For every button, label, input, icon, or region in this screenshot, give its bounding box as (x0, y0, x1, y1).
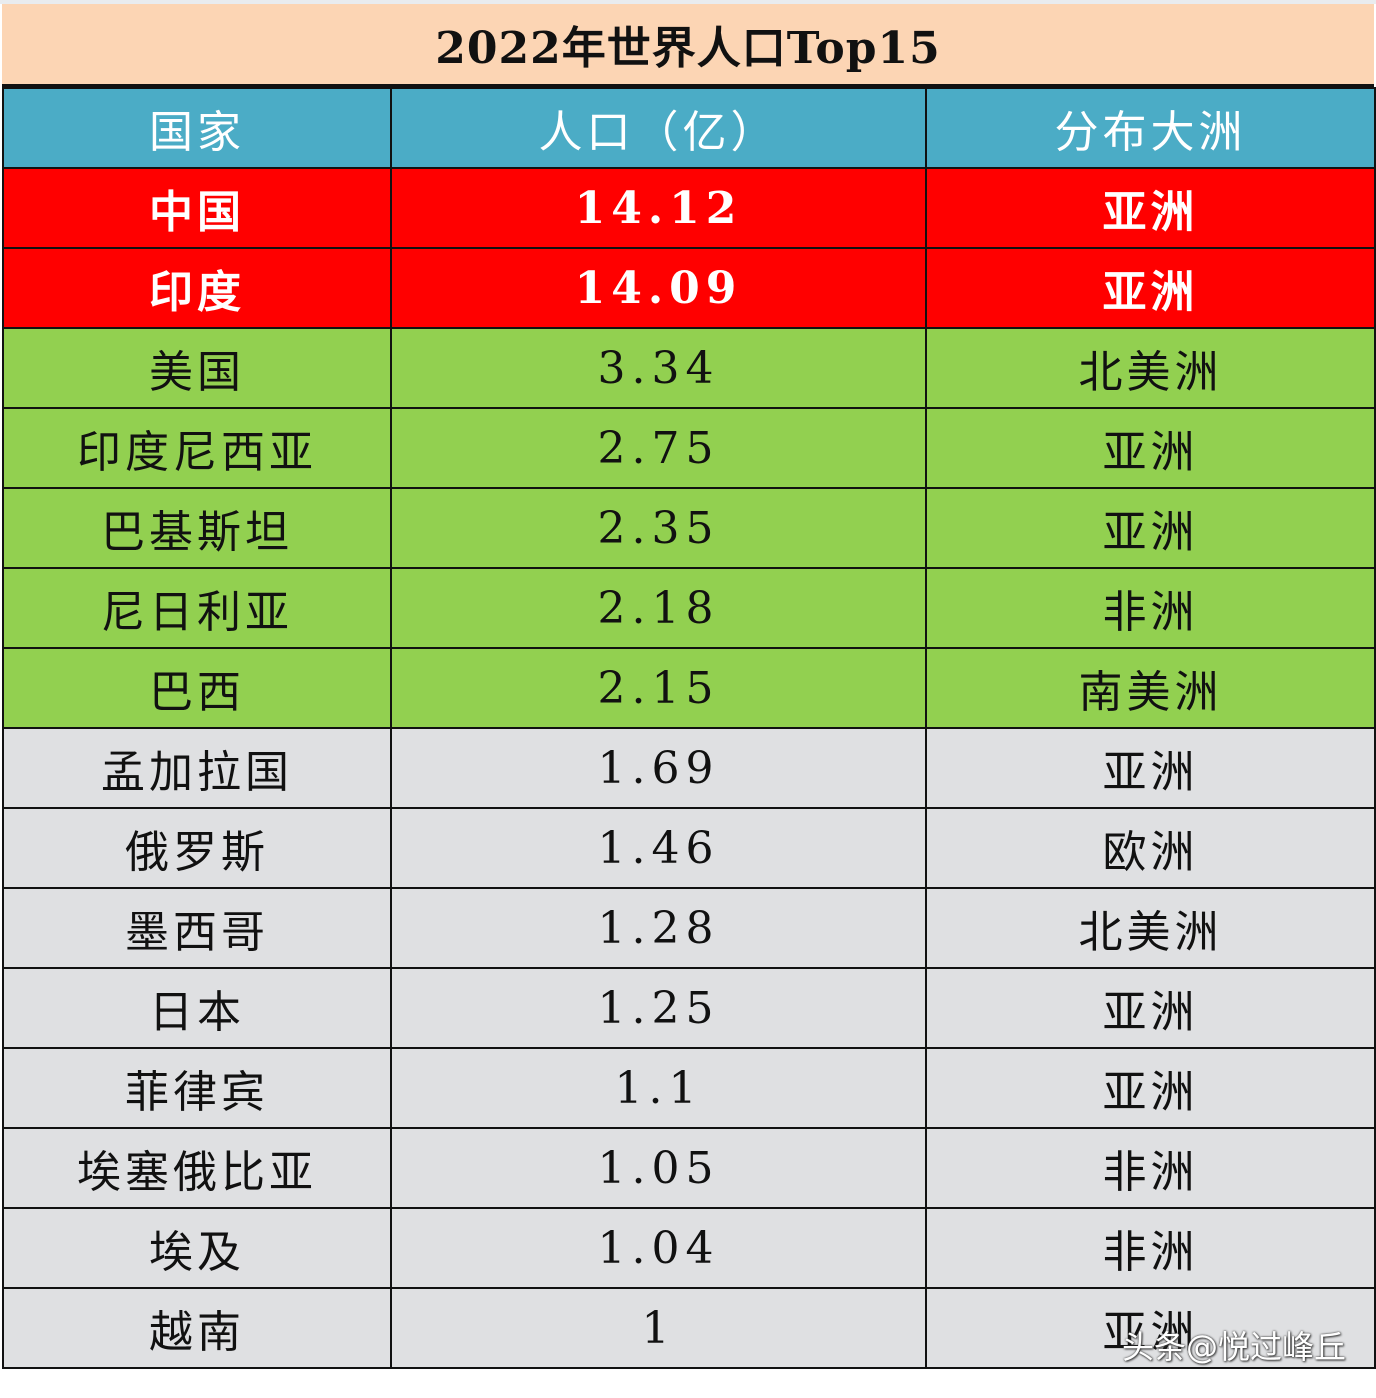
cell-continent: 亚洲 (925, 1047, 1376, 1129)
cell-population: 1.04 (390, 1207, 927, 1289)
population-table: 国家 人口（亿） 分布大洲 中国 14.12 亚洲 印度 14.09 亚洲 美国 3.34 北美… (2, 87, 1376, 1369)
cell-population: 14.12 (390, 167, 927, 249)
table-row: 巴基斯坦 2.35 亚洲 (2, 487, 1376, 569)
cell-country: 印度尼西亚 (2, 407, 392, 489)
cell-country: 菲律宾 (2, 1047, 392, 1129)
table-row: 日本 1.25 亚洲 (2, 967, 1376, 1049)
table-row: 埃塞俄比亚 1.05 非洲 (2, 1127, 1376, 1209)
header-population: 人口（亿） (390, 87, 927, 169)
table-row: 埃及 1.04 非洲 (2, 1207, 1376, 1289)
cell-country: 巴西 (2, 647, 392, 729)
cell-country: 埃塞俄比亚 (2, 1127, 392, 1209)
cell-continent: 亚洲 (925, 967, 1376, 1049)
table-row: 孟加拉国 1.69 亚洲 (2, 727, 1376, 809)
cell-country: 俄罗斯 (2, 807, 392, 889)
cell-continent: 非洲 (925, 567, 1376, 649)
cell-population: 14.09 (390, 247, 927, 329)
cell-country: 尼日利亚 (2, 567, 392, 649)
table-row: 巴西 2.15 南美洲 (2, 647, 1376, 729)
title-row: 2022年世界人口Top15 (2, 4, 1374, 87)
watermark: 头条@悦过峰丘 (1121, 1328, 1346, 1366)
cell-country: 印度 (2, 247, 392, 329)
cell-country: 墨西哥 (2, 887, 392, 969)
header-continent: 分布大洲 (925, 87, 1376, 169)
top-edge (0, 0, 1376, 4)
population-sheet: 2022年世界人口Top15 国家 人口（亿） 分布大洲 中国 14.12 亚洲 印度… (2, 4, 1376, 1369)
cell-population: 2.18 (390, 567, 927, 649)
cell-continent: 北美洲 (925, 327, 1376, 409)
cell-population: 2.15 (390, 647, 927, 729)
cell-continent: 亚洲 (925, 1287, 1376, 1369)
cell-population: 1.25 (390, 967, 927, 1049)
cell-population: 2.35 (390, 487, 927, 569)
cell-country: 孟加拉国 (2, 727, 392, 809)
cell-continent: 非洲 (925, 1127, 1376, 1209)
cell-population: 1.46 (390, 807, 927, 889)
cell-continent: 亚洲 (925, 487, 1376, 569)
cell-continent: 北美洲 (925, 887, 1376, 969)
cell-population: 1.28 (390, 887, 927, 969)
table-row: 越南 1 亚洲 (2, 1287, 1376, 1369)
cell-population: 1.69 (390, 727, 927, 809)
cell-country: 中国 (2, 167, 392, 249)
table-row: 尼日利亚 2.18 非洲 (2, 567, 1376, 649)
cell-continent: 亚洲 (925, 167, 1376, 249)
cell-country: 日本 (2, 967, 392, 1049)
table-row: 印度尼西亚 2.75 亚洲 (2, 407, 1376, 489)
cell-population: 1.05 (390, 1127, 927, 1209)
header-country: 国家 (2, 87, 392, 169)
cell-continent: 欧洲 (925, 807, 1376, 889)
table-row: 墨西哥 1.28 北美洲 (2, 887, 1376, 969)
cell-country: 埃及 (2, 1207, 392, 1289)
cell-country: 美国 (2, 327, 392, 409)
table-row: 印度 14.09 亚洲 (2, 247, 1376, 329)
table-row: 中国 14.12 亚洲 (2, 167, 1376, 249)
cell-continent: 亚洲 (925, 727, 1376, 809)
table-title: 2022年世界人口Top15 (435, 23, 941, 74)
cell-continent: 亚洲 (925, 407, 1376, 489)
table-row: 俄罗斯 1.46 欧洲 (2, 807, 1376, 889)
table-row: 菲律宾 1.1 亚洲 (2, 1047, 1376, 1129)
cell-continent: 南美洲 (925, 647, 1376, 729)
cell-population: 1.1 (390, 1047, 927, 1129)
cell-country: 越南 (2, 1287, 392, 1369)
cell-country: 巴基斯坦 (2, 487, 392, 569)
table-row: 美国 3.34 北美洲 (2, 327, 1376, 409)
cell-population: 2.75 (390, 407, 927, 489)
cell-population: 1 (390, 1287, 927, 1369)
cell-continent: 非洲 (925, 1207, 1376, 1289)
header-row: 国家 人口（亿） 分布大洲 (2, 87, 1376, 169)
cell-continent: 亚洲 (925, 247, 1376, 329)
cell-population: 3.34 (390, 327, 927, 409)
